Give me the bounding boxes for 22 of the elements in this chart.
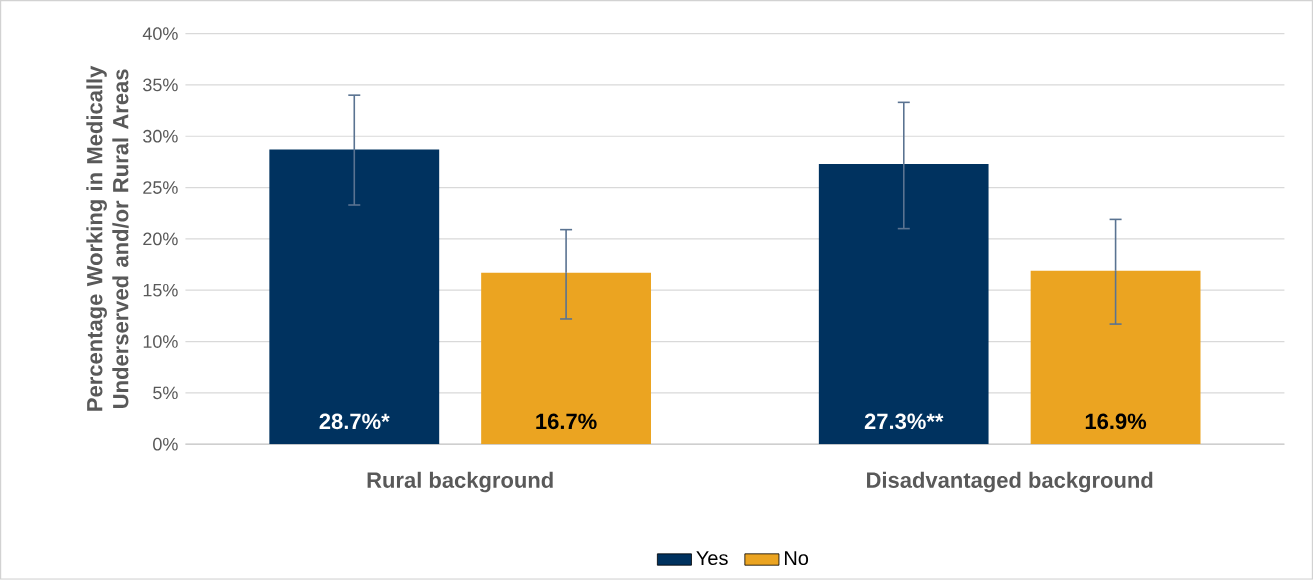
y-tick-label: 0% xyxy=(153,437,178,451)
y-tick-label: 25% xyxy=(143,181,178,195)
data-label: 16.9% xyxy=(1085,413,1147,430)
bar xyxy=(818,164,989,445)
y-tick-label: 20% xyxy=(143,232,178,246)
y-tick-label: 5% xyxy=(153,386,178,400)
data-label: 28.7%* xyxy=(319,413,390,430)
y-tick-label: 40% xyxy=(142,27,178,41)
data-label: 27.3%** xyxy=(864,413,944,430)
y-tick-label: 35% xyxy=(143,78,178,92)
x-tick-label: Disadvantaged background xyxy=(867,471,1153,493)
x-tick-label: Rural background xyxy=(367,471,553,493)
bar xyxy=(269,149,440,445)
y-tick-label: 30% xyxy=(143,130,178,143)
y-axis-title: Percentage Working in Medically Underserved and/or Rural Areas xyxy=(86,65,129,411)
legend-label: No xyxy=(784,551,809,566)
y-tick-label: 10% xyxy=(143,335,178,349)
bar xyxy=(481,272,652,445)
y-tick-label: 15% xyxy=(143,284,178,297)
bar xyxy=(1030,270,1201,445)
data-label: 16.7% xyxy=(536,413,597,430)
legend-label: Yes xyxy=(696,551,728,566)
